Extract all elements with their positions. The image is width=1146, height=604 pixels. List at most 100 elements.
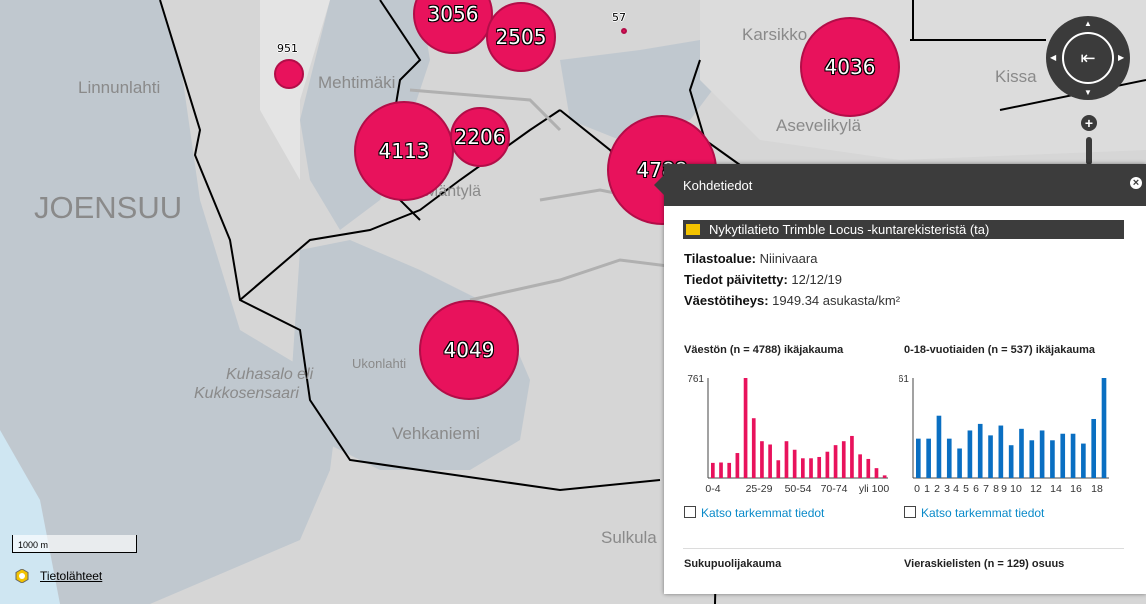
population-cluster-marker[interactable]: 4049 [419,300,519,400]
population-cluster-marker[interactable]: 4036 [800,17,900,117]
x-tick-label: 4 [953,483,959,495]
chart-bar [1070,433,1076,478]
y-max-label: 61 [899,374,909,385]
road [469,258,701,302]
map-navigation-control[interactable]: ▲ ▼ ◀ ▶ ⇤ [1046,16,1130,100]
chart-bar [1008,445,1014,478]
pan-down-icon[interactable]: ▼ [1084,88,1092,97]
chart-bar [1019,428,1024,478]
population-cluster-marker[interactable]: 2206 [450,107,510,167]
place-label: Mehtimäki [318,73,396,92]
info-value: Niinivaara [759,251,818,266]
more-details-link-youth[interactable]: Katso tarkemmat tiedot [904,505,1044,520]
link-label[interactable]: Katso tarkemmat tiedot [701,506,825,520]
chart-bar [988,435,993,478]
population-cluster-marker[interactable] [274,59,304,89]
chart-bar [711,462,715,478]
chart-bar [784,441,789,478]
chart-bar [1081,443,1086,478]
population-cluster-marker[interactable]: 2505 [486,2,556,72]
chart-bar [719,462,723,478]
water-area [0,430,60,604]
x-tick-label: 5 [963,483,969,495]
place-label: Linnunlahti [78,78,161,97]
x-tick-label: 8 [993,483,999,495]
panel-title: Kohdetiedot [683,177,753,193]
youth-age-distribution-chart: 610 1 2 3 4 5 6 7 8 9 10 12 14 16 18 [899,374,1109,495]
external-link-icon [904,506,916,518]
x-tick-label: 9 [1001,483,1007,495]
pan-left-icon[interactable]: ◀ [1050,53,1057,62]
pan-right-icon[interactable]: ▶ [1118,53,1125,62]
chart-bar [916,438,921,478]
cluster-label: 57 [612,11,626,24]
x-tick-label: 2 [934,483,940,495]
chart-bar [967,430,973,478]
land-area [260,0,330,180]
info-value: 12/12/19 [791,272,843,287]
chart-bar [882,475,887,478]
place-label: Ukonlahti [352,356,407,371]
population-cluster-marker[interactable]: 4113 [354,101,454,201]
place-label: Kuhasalo eli [226,366,314,383]
chart-bar [735,453,740,478]
close-icon[interactable]: × [1130,177,1142,189]
more-details-link-age[interactable]: Katso tarkemmat tiedot [684,505,824,520]
chart-bar [1029,440,1035,478]
x-tick-label: 0-4 [705,483,720,495]
chart-bar [946,438,952,478]
x-tick-label: 0 [914,483,920,495]
chart-title-youth: 0-18-vuotiaiden (n = 537) ikäjakauma [904,344,1096,356]
x-tick-label: 16 [1070,483,1082,495]
info-row-area: Tilastoalue: Niinivaara [684,251,817,266]
chart-bar [833,445,838,478]
chart-bar [926,438,931,478]
pan-up-icon[interactable]: ▲ [1084,19,1092,28]
reset-view-button[interactable]: ⇤ [1062,32,1114,84]
sources-label[interactable]: Tietolähteet [40,569,103,583]
region-border [379,0,422,221]
water-area [560,40,720,140]
chart-bar [866,458,871,478]
region-border [159,0,661,492]
panel-header: Kohdetiedot × [654,164,1146,206]
feature-info-panel: Kohdetiedot × Nykytilatieto Trimble Locu… [654,164,1146,594]
chart-bar [792,449,797,478]
foreign-language-title: Vieraskielisten (n = 129) osuus [904,558,1065,570]
place-label: Karsikko [742,25,808,44]
data-source-bar: Nykytilatieto Trimble Locus -kuntarekist… [683,220,1124,239]
water-area [290,240,530,470]
link-label[interactable]: Katso tarkemmat tiedot [921,506,1045,520]
chart-bar [936,415,942,478]
region-border [239,109,561,301]
chart-bar [727,462,732,478]
place-label: Vehkaniemi [392,424,480,443]
info-row-density: Väestötiheys: 1949.34 asukasta/km² [684,293,900,308]
chart-bar [841,441,846,478]
chart-bar [760,441,764,478]
info-label: Tiedot päivitetty: [684,272,788,287]
chart-bar [1101,378,1107,478]
population-cluster-marker[interactable] [621,28,627,34]
x-tick-label: 1 [924,483,930,495]
data-sources-link[interactable]: Tietolähteet [15,569,102,583]
scale-label: 1000 m [18,540,49,550]
reset-view-icon: ⇤ [1080,47,1096,68]
chart-bar [977,423,983,478]
x-tick-label: 18 [1091,483,1103,495]
place-label: Kissa [995,67,1037,86]
chart-bar [957,448,962,478]
zoom-slider[interactable] [1086,137,1092,165]
region-border [688,59,741,166]
chart-bar [874,468,879,478]
gender-distribution-title: Sukupuolijakauma [684,558,782,570]
chart-bar [1060,433,1066,478]
chart-bar [809,458,813,478]
x-tick-label: 50-54 [785,483,812,495]
place-label: Kukkosensaari [194,385,299,402]
x-tick-label: 10 [1010,483,1022,495]
zoom-in-button[interactable]: + [1081,115,1097,131]
place-label: Sulkula [601,528,657,547]
chart-bar [825,451,830,478]
